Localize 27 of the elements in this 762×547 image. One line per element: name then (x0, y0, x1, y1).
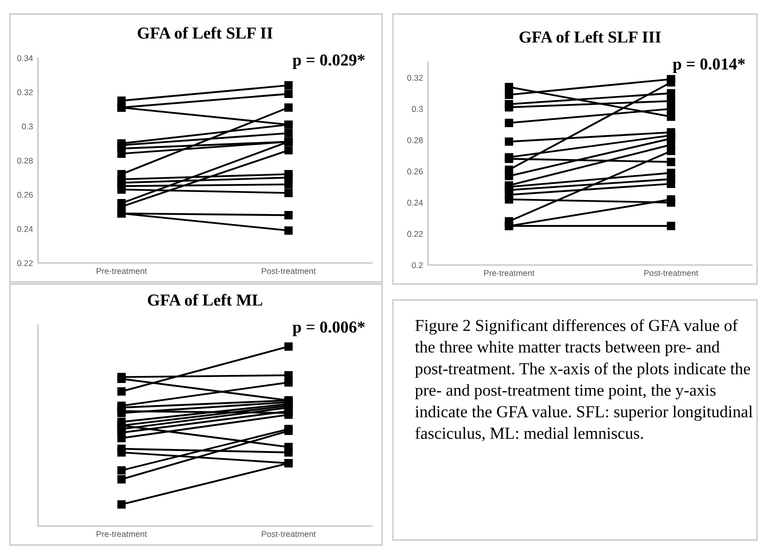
y-tick-label: 0.32 (407, 74, 423, 81)
caption: Figure 2 Significant differences of GFA value of the three white matter tracts between pre- and post-treatment. The x-axis of the plots indicate the pre- and post-treatment time point, the y-axis indicate the GFA value. SFL: superior longitudinal fasciculus, ML: medial lemniscus. (415, 319, 753, 442)
x-tick-label: Pre-treatment (484, 270, 534, 276)
chart-title: GFA of Left ML (148, 294, 262, 306)
x-tick-label: Pre-treatment (96, 531, 147, 537)
x-tick-label: Post-treatment (262, 531, 316, 537)
y-tick-label: 0.22 (407, 230, 423, 237)
annotation: p = 0.029* (292, 54, 365, 70)
y-tick-label: 0.22 (17, 260, 33, 266)
y-tick-label: 0.3 (412, 106, 423, 112)
x-tick-label: Post-treatment (262, 268, 316, 274)
x-tick-label: Post-treatment (644, 270, 698, 276)
y-tick-label: 0.3 (22, 124, 33, 130)
y-tick-label: 0.24 (17, 226, 33, 232)
y-tick-label: 0.26 (17, 192, 33, 198)
y-tick-label: 0.34 (17, 55, 33, 62)
chart-title: GFA of Left SLF II (138, 26, 272, 39)
x-tick-label: Pre-treatment (96, 268, 147, 274)
y-tick-label: 0.26 (407, 168, 423, 174)
y-tick-label: 0.28 (407, 137, 423, 144)
y-tick-label: 0.28 (17, 158, 33, 164)
y-tick-label: 0.24 (407, 200, 423, 206)
chart-title: GFA of Left SLF III (520, 30, 661, 43)
annotation: p = 0.014* (672, 58, 745, 74)
text: p = 0.006* (292, 321, 365, 336)
y-tick-label: 0.32 (17, 89, 33, 96)
y-tick-label: 0.2 (412, 262, 423, 268)
